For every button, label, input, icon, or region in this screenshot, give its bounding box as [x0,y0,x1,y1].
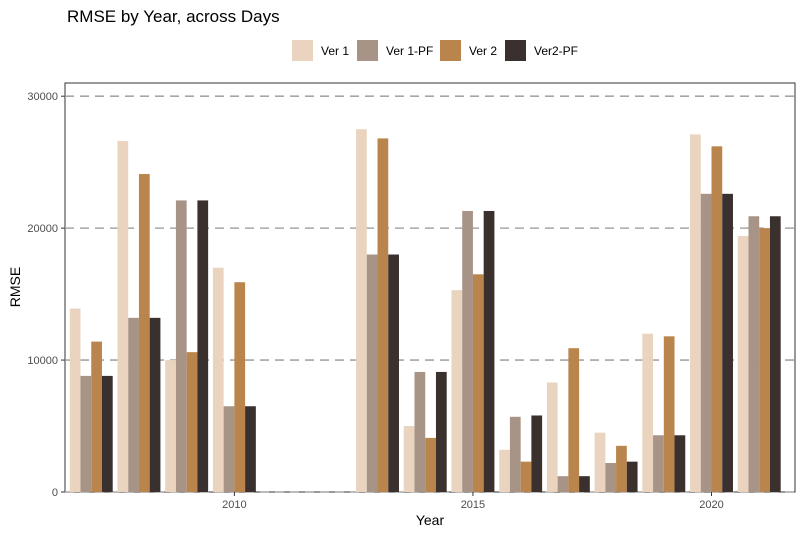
legend: Ver 1 Ver 1-PF Ver 2 Ver2-PF [292,40,578,61]
bar-ver-1-pf-2020 [700,193,712,492]
bar-ver-2-2013 [377,138,389,492]
bar-ver-1-2020 [690,134,701,492]
bar-ver-2-2010 [234,282,246,492]
bar-ver2-pf-2015 [483,210,495,492]
bar-ver2-pf-2016 [531,415,543,492]
bar-ver-1-2009 [165,360,176,492]
bar-ver-1-pf-2008 [128,317,139,492]
bar-ver2-pf-2013 [388,254,399,492]
x-tick-label: 2020 [699,499,723,511]
bar-ver-1-2007 [69,308,81,492]
legend-label: Ver 1-PF [386,44,433,58]
bar-ver-1-pf-2014 [414,371,426,492]
y-tick-label: 30000 [27,91,58,103]
bar-ver-1-pf-2018 [605,462,617,492]
bar-ver-1-pf-2015 [462,210,473,492]
legend-key-ver-1 [292,40,313,61]
bar-ver-1-2017 [546,382,558,492]
bar-ver-1-2010 [212,267,224,492]
legend-key-ver-2 [440,40,461,61]
y-tick-label: 10000 [27,355,58,367]
bar-ver-2-2015 [472,274,484,492]
chart-title: RMSE by Year, across Days [67,7,280,26]
bar-ver-1-2018 [594,432,606,492]
x-tick-label: 2015 [461,499,485,511]
bar-ver-2-2017 [568,348,580,492]
bar-ver-1-2014 [403,426,415,492]
bar-ver-2-2019 [663,336,675,492]
bar-ver-1-pf-2010 [223,406,235,492]
bar-ver2-pf-2019 [674,435,686,492]
bar-ver-1-2016 [499,449,510,492]
bar-ver2-pf-2018 [626,461,638,492]
bar-ver-1-pf-2019 [653,435,664,492]
bar-ver-2-2008 [138,174,150,493]
bar-ver-1-pf-2009 [175,200,187,492]
bar-ver-1-2008 [117,141,129,492]
bar-ver-2-2018 [616,445,627,492]
legend-label: Ver 1 [321,44,349,58]
bar-ver-1-pf-2017 [557,476,569,492]
y-axis: 0 10000 20000 30000 [27,91,65,499]
bar-ver-1-pf-2016 [509,416,521,492]
bar-ver-1-pf-2021 [748,216,760,493]
bar-ver-2-2014 [425,437,436,492]
bar-ver-1-pf-2007 [80,375,92,492]
legend-label: Ver2-PF [534,44,578,58]
bar-ver-2-2020 [711,146,723,492]
y-axis-title: RMSE [7,267,23,307]
bar-ver-1-2013 [356,129,367,492]
legend-key-ver2-pf [505,40,526,61]
bar-ver2-pf-2010 [245,406,256,492]
x-axis: 2010 2015 2020 [222,492,724,511]
bar-ver2-pf-2014 [435,371,447,492]
bar-ver2-pf-2007 [101,375,113,492]
bars [69,129,781,493]
legend-key-ver-1-pf [357,40,378,61]
x-axis-title: Year [416,512,445,528]
bar-ver-2-2021 [759,228,770,492]
bar-ver2-pf-2020 [722,193,733,492]
bar-ver-1-2019 [642,333,654,492]
bar-ver2-pf-2009 [197,200,209,492]
y-tick-label: 20000 [27,223,58,235]
bar-ver-2-2009 [186,352,198,492]
bar-ver-2-2007 [91,341,102,492]
x-tick-label: 2010 [222,499,246,511]
legend-label: Ver 2 [469,44,497,58]
y-tick-label: 0 [52,487,58,499]
bar-ver-1-2021 [737,236,749,492]
bar-ver2-pf-2017 [579,476,590,492]
bar-ver2-pf-2021 [769,216,781,493]
bar-ver-1-2015 [451,290,463,492]
bar-ver2-pf-2008 [149,317,161,492]
bar-ver-2-2016 [520,461,532,492]
bar-ver-1-pf-2013 [366,254,378,492]
